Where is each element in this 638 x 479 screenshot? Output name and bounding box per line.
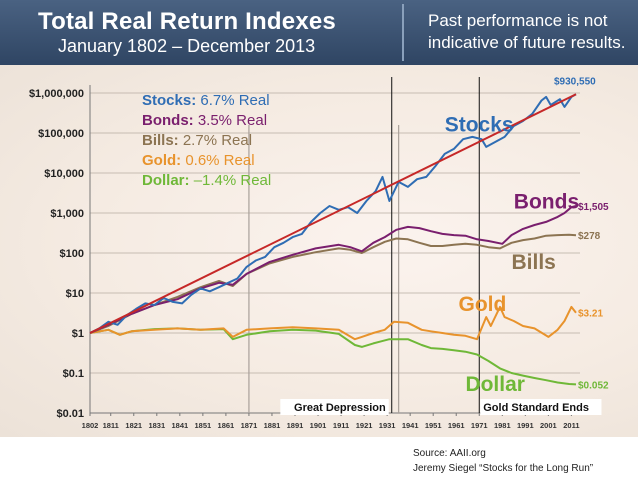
x-tick-label-5: 1851 bbox=[195, 421, 212, 430]
x-tick-label-14: 1941 bbox=[402, 421, 419, 430]
x-tick-label-16: 1961 bbox=[448, 421, 465, 430]
x-tick-label-17: 1971 bbox=[471, 421, 488, 430]
x-tick-label-8: 1881 bbox=[264, 421, 281, 430]
series-line-bonds bbox=[89, 204, 577, 334]
y-tick-label-2: $10,000 bbox=[44, 168, 84, 180]
y-tick-label-4: $100 bbox=[60, 248, 84, 260]
series-label-dollar: Dollar bbox=[465, 373, 525, 396]
end-label-gold: $3.21 bbox=[578, 309, 603, 320]
legend-name-dollar: Dollar: bbox=[142, 172, 194, 189]
x-tick-label-21: 2011 bbox=[563, 421, 579, 430]
end-label-dollar: $0.052 bbox=[578, 380, 609, 391]
y-tick-label-1: $100,000 bbox=[38, 128, 84, 140]
chart-area: $1,000,000 $100,000 $10,000 $1,000 $100 $10 $1… bbox=[0, 65, 638, 437]
y-tick-label-8: $0.01 bbox=[56, 408, 84, 420]
chart-title: Total Real Return Indexes bbox=[38, 8, 336, 35]
legend-item-gold: Gold: 0.6% Real bbox=[142, 152, 255, 169]
x-tick-label-13: 1931 bbox=[379, 421, 396, 430]
x-tick-label-11: 1911 bbox=[333, 421, 349, 430]
series-label-bills: Bills bbox=[512, 251, 556, 274]
series-label-gold: Gold bbox=[459, 293, 507, 316]
x-tick-label-9: 1891 bbox=[287, 421, 304, 430]
end-label-bills: $278 bbox=[578, 231, 601, 242]
series-label-stocks: Stocks bbox=[445, 113, 514, 136]
end-label-bonds: $1,505 bbox=[578, 202, 609, 213]
reference-label-bg-1971 bbox=[480, 399, 602, 415]
chart-subtitle: January 1802 – December 2013 bbox=[58, 36, 316, 56]
x-tick-label-10: 1901 bbox=[310, 421, 327, 430]
legend-name-gold: Gold: bbox=[142, 152, 185, 169]
legend-rate-gold: 0.6% Real bbox=[185, 152, 254, 169]
x-tick-label-6: 1861 bbox=[218, 421, 235, 430]
legend-rate-stocks: 6.7% Real bbox=[200, 92, 269, 109]
reference-label-1933: Great Depression bbox=[294, 402, 386, 414]
series-label-bonds: Bonds bbox=[514, 190, 579, 213]
chart: $1,000,000 $100,000 $10,000 $1,000 $100 $10 $1… bbox=[29, 76, 609, 430]
legend-rate-dollar: –1.4% Real bbox=[194, 172, 272, 189]
x-tick-label-19: 1991 bbox=[517, 421, 534, 430]
y-tick-label-6: $1 bbox=[72, 328, 84, 340]
x-tick-label-4: 1841 bbox=[171, 421, 188, 430]
end-label-stocks: $930,550 bbox=[554, 76, 596, 87]
trend-line bbox=[89, 93, 577, 334]
x-tick-label-18: 1981 bbox=[494, 421, 511, 430]
legend-item-bills: Bills: 2.7% Real bbox=[142, 132, 252, 149]
x-tick-label-20: 2001 bbox=[540, 421, 557, 430]
source-note: Source: AAII.org Jeremy Siegel “Stocks f… bbox=[413, 446, 593, 476]
disclaimer-line-2: indicative of future results. bbox=[428, 33, 626, 52]
y-tick-label-0: $1,000,000 bbox=[29, 88, 84, 100]
x-tick-label-3: 1831 bbox=[148, 421, 165, 430]
legend-name-stocks: Stocks: bbox=[142, 92, 200, 109]
x-tick-label-7: 1871 bbox=[241, 421, 258, 430]
disclaimer: Past performance is not indicative of fu… bbox=[428, 10, 628, 54]
y-tick-label-3: $1,000 bbox=[50, 208, 84, 220]
chart-header: Total Real Return Indexes January 1802 –… bbox=[0, 0, 638, 65]
legend-name-bonds: Bonds: bbox=[142, 112, 198, 129]
x-tick-label-15: 1951 bbox=[425, 421, 442, 430]
x-tick-label-12: 1921 bbox=[356, 421, 373, 430]
legend-name-bills: Bills: bbox=[142, 132, 183, 149]
reference-label-1971: Gold Standard Ends bbox=[483, 402, 589, 414]
legend-rate-bonds: 3.5% Real bbox=[198, 112, 267, 129]
source-line-1: Source: AAII.org bbox=[413, 448, 486, 459]
disclaimer-line-1: Past performance is not bbox=[428, 11, 608, 30]
legend-item-bonds: Bonds: 3.5% Real bbox=[142, 112, 267, 129]
legend-item-stocks: Stocks: 6.7% Real bbox=[142, 92, 270, 109]
header-divider bbox=[402, 4, 404, 61]
y-tick-label-7: $0.1 bbox=[63, 368, 84, 380]
series-line-bills bbox=[89, 233, 577, 334]
legend-item-dollar: Dollar: –1.4% Real bbox=[142, 172, 271, 189]
y-tick-label-5: $10 bbox=[66, 288, 84, 300]
x-tick-label-1: 1811 bbox=[103, 421, 119, 430]
reference-label-bg-1933 bbox=[280, 399, 389, 415]
legend-rate-bills: 2.7% Real bbox=[183, 132, 252, 149]
source-line-2: Jeremy Siegel “Stocks for the Long Run” bbox=[413, 463, 594, 474]
x-tick-label-2: 1821 bbox=[125, 421, 142, 430]
x-tick-label-0: 1802 bbox=[82, 421, 99, 430]
series-line-gold bbox=[89, 305, 577, 341]
